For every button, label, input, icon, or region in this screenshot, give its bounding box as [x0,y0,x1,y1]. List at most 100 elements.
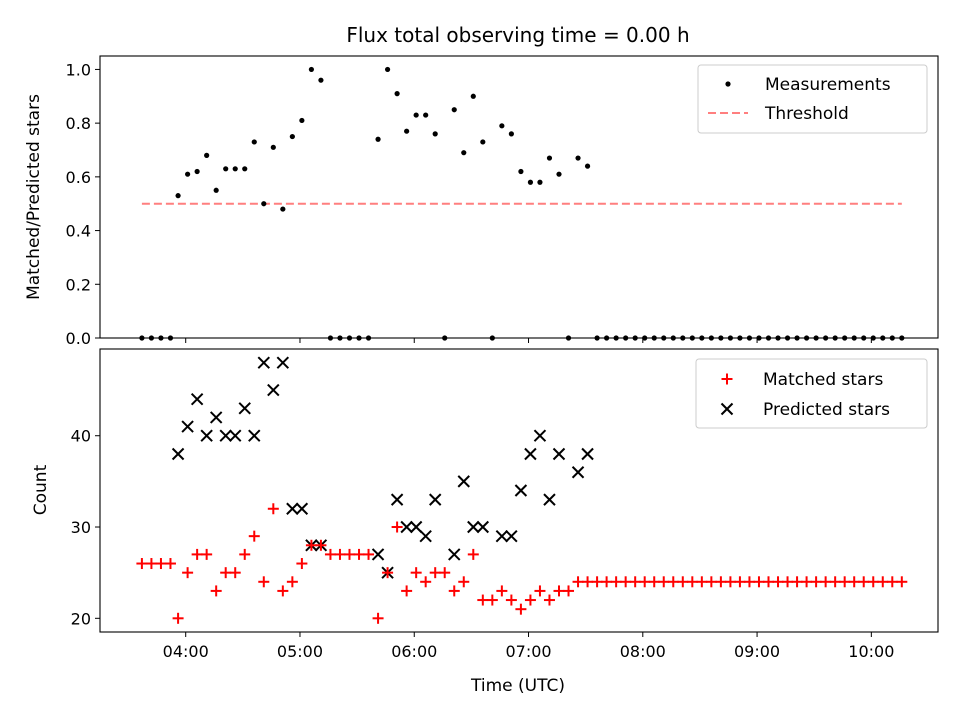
matched-star-point [191,548,203,560]
measurement-point [584,163,591,169]
matched-star-point [458,576,470,588]
matched-star-point [477,594,489,606]
matched-star-point [201,548,213,560]
bottom-y-tick-label: 20 [71,609,91,628]
measurement-point [546,155,553,161]
predicted-star-point [390,493,404,506]
matched-star-point [591,576,603,588]
predicted-star-point [571,466,585,479]
top-panel: Flux total observing time = 0.00 h 0.0 0.… [24,23,939,348]
top-y-tick-label: 0.4 [66,222,91,241]
matched-star-point [791,576,803,588]
top-y-tick: 0.8 [66,114,100,133]
predicted-star-point [248,429,261,442]
matched-star-point [277,585,289,597]
measurement-point [299,117,305,124]
top-y-tick: 0.0 [66,329,100,348]
measurement-point [242,166,248,172]
matched-star-point [829,576,841,588]
matched-star-point [439,567,451,579]
bottom-y-tick-label: 30 [71,518,91,537]
matched-star-point [343,548,355,560]
predicted-star-point [543,493,556,506]
predicted-star-point [428,493,442,506]
matched-star-point [391,521,403,533]
matched-star-point [867,576,879,588]
x-tick: 08:00 [620,632,666,661]
matched-star-point [724,576,736,588]
x-tick: 04:00 [163,632,209,661]
predicted-star-point [219,429,232,442]
matched-star-point [543,594,555,606]
predicted-star-point [457,475,470,488]
bottom-legend: Matched stars Predicted stars [695,358,928,429]
matched-star-point [496,585,508,597]
matched-star-point [258,576,270,588]
matched-star-point [772,576,784,588]
matched-star-point [267,503,279,515]
measurement-point [251,139,257,145]
predicted-star-point [371,548,385,561]
predicted-star-point [467,520,480,534]
measurement-point [375,136,381,142]
measurement-point [261,201,267,207]
matched-star-point [677,576,689,588]
matched-star-point [553,585,565,597]
matched-star-point [429,567,441,579]
predicted-star-point [181,420,194,433]
bottom-legend-box [695,358,928,429]
matched-star-point [136,558,148,570]
matched-star-point [734,576,746,588]
bottom-y-tick: 40 [71,427,100,446]
predicted-star-point [419,529,432,543]
matched-star-point [848,576,860,588]
x-tick: 10:00 [848,632,894,661]
top-y-tick-label: 0.8 [66,114,91,133]
predicted-star-point [171,447,185,461]
matched-star-point [334,548,346,560]
predicted-star-point [276,356,290,369]
predicted-star-point [476,520,490,534]
bottom-plot-area [136,356,908,624]
matched-star-point [534,585,546,597]
matched-star-point [639,576,651,588]
measurement-point [451,107,457,113]
bottom-axes-frame [99,348,939,633]
bottom-y-tick: 20 [71,609,100,628]
top-axes-frame [99,55,939,339]
matched-star-point [648,576,660,588]
measurement-point [575,155,581,161]
measurement-point [318,77,324,83]
matched-star-point [324,548,336,560]
measurement-point [480,139,486,145]
matched-star-point [705,576,717,588]
measurement-point [280,206,286,212]
x-tick-label: 08:00 [620,642,666,661]
legend-matched-label: Matched stars [763,370,883,390]
x-tick: 07:00 [505,632,552,661]
measurement-point [204,152,210,158]
legend-predicted-marker [720,402,734,416]
legend-matched-marker [721,373,733,385]
x-tick-label: 05:00 [277,642,323,661]
chart-title: Flux total observing time = 0.00 h [346,23,689,47]
predicted-star-point [409,520,423,534]
matched-star-point [782,576,794,588]
measurement-point [499,123,505,129]
predicted-star-point [552,447,566,461]
bottom-y-tick-label: 40 [71,427,91,446]
predicted-star-point [190,393,204,406]
matched-star-point [248,530,260,542]
measurement-point [289,133,295,140]
predicted-star-point [495,529,509,543]
matched-star-point [239,548,251,560]
matched-star-point [820,576,832,588]
matched-star-point [877,576,889,588]
matched-star-point [886,576,898,588]
measurement-point [527,179,534,185]
legend-threshold-label: Threshold [764,104,849,124]
bottom-y-axis: 20 30 40 [71,427,100,628]
measurement-point [413,112,419,118]
matched-star-point [363,548,375,560]
matched-star-point [515,603,527,615]
